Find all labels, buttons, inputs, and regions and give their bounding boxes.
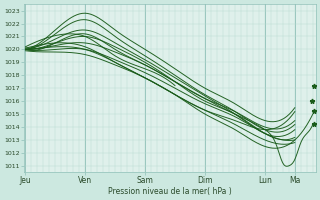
X-axis label: Pression niveau de la mer( hPa ): Pression niveau de la mer( hPa ) <box>108 187 232 196</box>
